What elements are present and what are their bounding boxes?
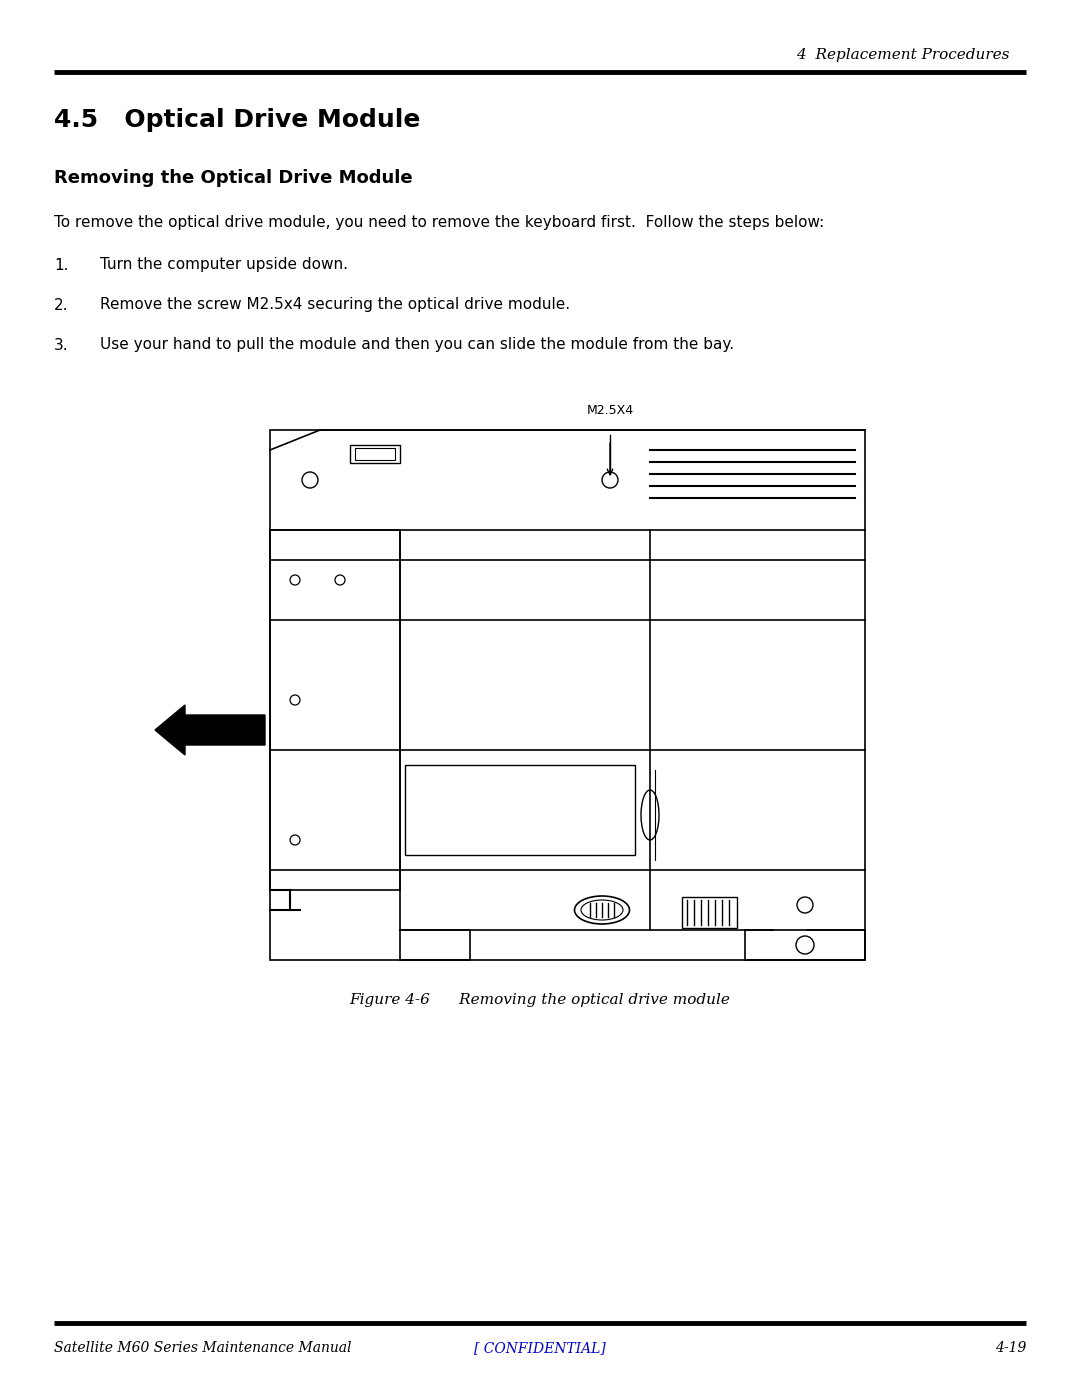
Text: Remove the screw M2.5x4 securing the optical drive module.: Remove the screw M2.5x4 securing the opt… — [100, 298, 570, 313]
Text: 4-19: 4-19 — [995, 1341, 1026, 1355]
FancyArrow shape — [156, 705, 265, 754]
Text: 2.: 2. — [54, 298, 68, 313]
Text: Use your hand to pull the module and then you can slide the module from the bay.: Use your hand to pull the module and the… — [100, 338, 734, 352]
Text: Satellite M60 Series Maintenance Manual: Satellite M60 Series Maintenance Manual — [54, 1341, 351, 1355]
Text: M2.5X4: M2.5X4 — [586, 404, 634, 416]
Text: 4.5   Optical Drive Module: 4.5 Optical Drive Module — [54, 108, 420, 131]
Text: [ CONFIDENTIAL]: [ CONFIDENTIAL] — [474, 1341, 606, 1355]
Text: Removing the Optical Drive Module: Removing the Optical Drive Module — [54, 169, 413, 187]
Text: Figure 4-6      Removing the optical drive module: Figure 4-6 Removing the optical drive mo… — [350, 993, 730, 1007]
Text: Turn the computer upside down.: Turn the computer upside down. — [100, 257, 348, 272]
Text: 4  Replacement Procedures: 4 Replacement Procedures — [797, 47, 1010, 61]
Text: To remove the optical drive module, you need to remove the keyboard first.  Foll: To remove the optical drive module, you … — [54, 215, 824, 231]
Text: 3.: 3. — [54, 338, 69, 352]
Text: 1.: 1. — [54, 257, 68, 272]
